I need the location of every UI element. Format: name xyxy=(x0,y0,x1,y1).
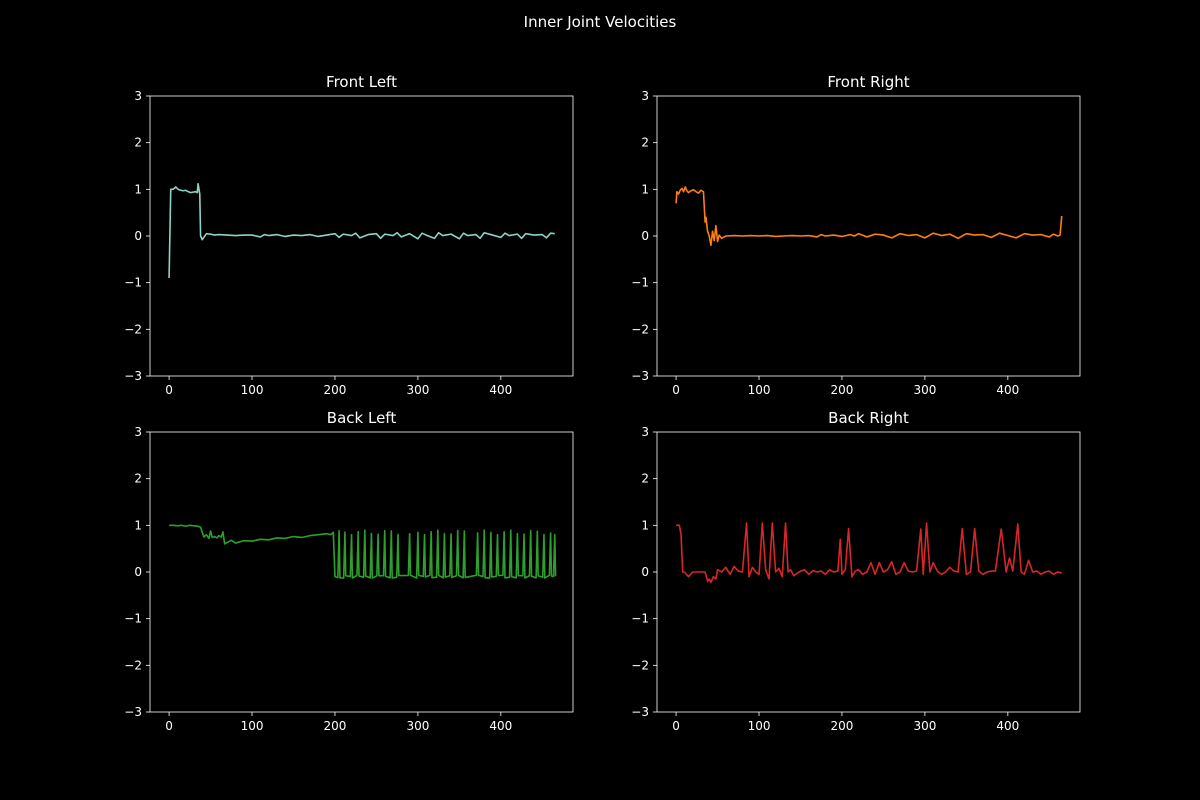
chart-3-xtick-label: 0 xyxy=(672,719,680,733)
chart-2-xtick-label: 400 xyxy=(489,719,512,733)
chart-0-ytick-label: −1 xyxy=(124,276,142,290)
chart-1-xtick-label: 100 xyxy=(748,383,771,397)
chart-1-ytick-label: 0 xyxy=(641,229,649,243)
chart-3-ytick-label: 0 xyxy=(641,565,649,579)
chart-1-xtick-label: 300 xyxy=(913,383,936,397)
chart-2-ytick-label: −2 xyxy=(124,658,142,672)
chart-0-ytick-label: 3 xyxy=(134,89,142,103)
chart-1-ytick-label: −2 xyxy=(631,322,649,336)
chart-1-series-line xyxy=(675,186,1063,247)
chart-2-title: Back Left xyxy=(327,409,397,427)
chart-2-xtick-label: 200 xyxy=(324,719,347,733)
chart-1-ytick-label: −3 xyxy=(631,369,649,383)
chart-2-ytick-label: −3 xyxy=(124,705,142,719)
chart-2-ytick-label: 3 xyxy=(134,425,142,439)
chart-3-ytick-label: −3 xyxy=(631,705,649,719)
chart-3-xtick-label: 200 xyxy=(831,719,854,733)
chart-2-ytick-label: 2 xyxy=(134,472,142,486)
chart-3-series-line xyxy=(676,522,1062,584)
chart-1-ytick-label: 2 xyxy=(641,136,649,150)
chart-3-xtick-label: 100 xyxy=(748,719,771,733)
chart-3-ytick-label: −2 xyxy=(631,658,649,672)
subplot-back-left: Back Left 0 100 200 300 400 −3 −2 −1 0 1 2 3 xyxy=(124,409,574,733)
chart-0-series-line xyxy=(168,182,555,279)
chart-0-title: Front Left xyxy=(326,73,397,91)
chart-1-xtick-label: 200 xyxy=(831,383,854,397)
chart-3-ytick-label: 2 xyxy=(641,472,649,486)
chart-2-xtick-label: 0 xyxy=(165,719,173,733)
chart-1-ytick-label: −1 xyxy=(631,276,649,290)
chart-2-ytick-label: 0 xyxy=(134,565,142,579)
chart-1-xtick-label: 400 xyxy=(996,383,1019,397)
chart-0-xtick-label: 200 xyxy=(324,383,347,397)
chart-0-xtick-label: 100 xyxy=(241,383,264,397)
subplot-front-left: Front Left 0 100 200 300 400 −3 −2 −1 0 1 2 3 xyxy=(124,73,574,397)
chart-3-ytick-label: −1 xyxy=(631,612,649,626)
chart-2-ytick-label: 1 xyxy=(134,518,142,532)
chart-0-ytick-label: −2 xyxy=(124,322,142,336)
chart-0-xtick-label: 0 xyxy=(165,383,173,397)
chart-3-ytick-label: 3 xyxy=(641,425,649,439)
subplot-front-right: Front Right 0 100 200 300 400 −3 −2 −1 0 1 2 3 xyxy=(631,73,1081,397)
chart-0-ytick-label: 0 xyxy=(134,229,142,243)
chart-0-ytick-label: −3 xyxy=(124,369,142,383)
chart-2-series-line xyxy=(169,524,557,579)
chart-3-xtick-label: 300 xyxy=(913,719,936,733)
figure-title: Inner Joint Velocities xyxy=(524,13,677,31)
chart-0-xtick-label: 400 xyxy=(489,383,512,397)
chart-3-xtick-label: 400 xyxy=(996,719,1019,733)
chart-3-title: Back Right xyxy=(828,409,909,427)
chart-2-ytick-label: −1 xyxy=(124,612,142,626)
chart-1-ytick-label: 3 xyxy=(641,89,649,103)
chart-2-xtick-label: 300 xyxy=(406,719,429,733)
chart-0-xtick-label: 300 xyxy=(406,383,429,397)
chart-0-ytick-label: 1 xyxy=(134,182,142,196)
chart-0-ytick-label: 2 xyxy=(134,136,142,150)
chart-1-ytick-label: 1 xyxy=(641,182,649,196)
chart-3-ytick-label: 1 xyxy=(641,518,649,532)
chart-2-xtick-label: 100 xyxy=(241,719,264,733)
chart-1-xtick-label: 0 xyxy=(672,383,680,397)
subplot-back-right: Back Right 0 100 200 300 400 −3 −2 −1 0 1 2 3 xyxy=(631,409,1081,733)
chart-1-title: Front Right xyxy=(827,73,909,91)
